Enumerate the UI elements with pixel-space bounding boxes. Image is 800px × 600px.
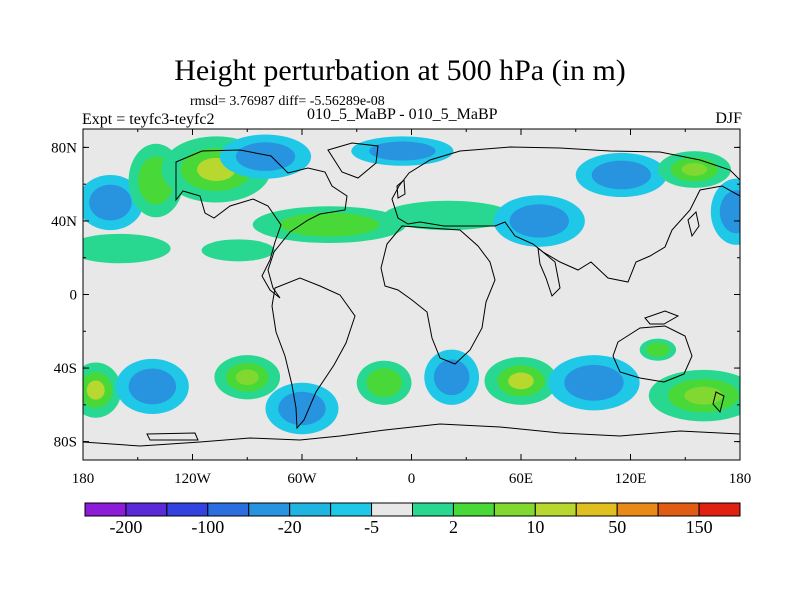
anomaly-central-asia <box>493 195 585 247</box>
anomaly-siberia <box>575 152 667 198</box>
colorbar-label: 150 <box>686 517 713 537</box>
colorbar <box>84 502 741 517</box>
colorbar-box <box>330 502 373 517</box>
coastline-british-isles <box>396 178 406 199</box>
lon-tick-label: 180 <box>72 471 95 487</box>
colorbar-box <box>207 502 250 517</box>
colorbar-box <box>616 502 659 517</box>
colorbar-label: -100 <box>191 517 224 537</box>
season-label: DJF <box>715 110 742 127</box>
coastline-africa <box>380 225 496 365</box>
colorbar-label: -20 <box>278 517 302 537</box>
anomaly-south-east-pacific <box>214 355 281 400</box>
lat-tick-label: 40N <box>51 214 77 230</box>
lat-tick-label: 80S <box>54 435 77 451</box>
colorbar-box <box>698 502 741 517</box>
longitude-axis: 180 120W 60W 0 60E 120E 180 <box>72 471 752 487</box>
coastline-south-america <box>271 277 356 430</box>
anomaly-west-pacific <box>710 178 740 245</box>
colorbar-box <box>534 502 577 517</box>
anomaly-tasman <box>648 369 740 422</box>
anomaly-field <box>83 134 740 435</box>
lon-tick-label: 60W <box>287 471 317 487</box>
anomaly-south-pacific-west <box>83 362 122 418</box>
colorbar-box <box>412 502 454 517</box>
latitude-axis: 80N 40N 0 40S 80S <box>51 140 77 450</box>
colorbar-box <box>248 502 291 517</box>
anomaly-south-africa <box>424 349 480 405</box>
anomaly-europe-trough <box>351 136 454 166</box>
anomaly-north-pacific <box>83 174 144 231</box>
anomaly-eastern-north-america <box>219 134 312 179</box>
coastline-new-guinea <box>644 310 680 325</box>
lat-tick-label: 40S <box>54 361 77 377</box>
anomaly-south-america-south <box>265 382 339 435</box>
anomaly-australia-east <box>639 338 677 361</box>
coastline-antarctic-peninsula <box>146 432 199 441</box>
anomaly-south-atlantic <box>356 360 412 405</box>
coastline-japan <box>687 210 700 238</box>
colorbar-box <box>657 502 700 517</box>
colorbar-label: 10 <box>526 517 544 537</box>
axis-ticks <box>82 129 741 460</box>
lat-tick-label: 80N <box>51 140 77 156</box>
anomaly-east-pacific-band <box>83 233 171 264</box>
anomaly-south-indian-east <box>548 355 640 411</box>
coastline-greenland <box>327 142 379 179</box>
plot-title: Height perturbation at 500 hPa (in m) <box>174 54 626 87</box>
coastline-north-america <box>175 149 348 299</box>
lon-tick-label: 180 <box>729 471 752 487</box>
colorbar-box <box>575 502 618 517</box>
colorbar-label: -200 <box>109 517 142 537</box>
coastline-europe-asia <box>391 146 740 283</box>
colorbar-box <box>493 502 536 517</box>
lat-tick-label: 0 <box>70 288 78 304</box>
colorbar-box <box>452 502 495 517</box>
lon-tick-label: 120W <box>174 471 212 487</box>
anomaly-north-atlantic-ridge <box>252 206 407 244</box>
coastline-antarctica <box>83 423 740 447</box>
lon-tick-label: 60E <box>509 471 533 487</box>
colorbar-labels: -200 -100 -20 -5 2 10 50 150 <box>109 517 712 537</box>
colorbar-box <box>125 502 168 517</box>
colorbar-box <box>166 502 209 517</box>
continent-outlines <box>83 142 740 447</box>
colorbar-label: 50 <box>608 517 626 537</box>
map-area <box>82 128 741 461</box>
lon-tick-label: 120E <box>615 471 647 487</box>
lon-tick-label: 0 <box>408 471 416 487</box>
anomaly-tropical-east-pacific <box>201 239 275 262</box>
coastline-new-zealand <box>712 391 725 414</box>
case-pair-label: 010_5_MaBP - 010_5_MaBP <box>307 106 498 123</box>
colorbar-box <box>84 502 127 517</box>
colorbar-box <box>289 502 332 517</box>
coastline-australia <box>612 325 693 383</box>
anomaly-south-indian <box>484 357 558 405</box>
colorbar-label: -5 <box>364 517 379 537</box>
stats-label: rmsd= 3.76987 diff= -5.56289e-08 <box>190 94 385 109</box>
colorbar-label: 2 <box>449 517 458 537</box>
experiment-label: Expt = teyfc3-teyfc2 <box>82 111 215 128</box>
anomaly-east-siberia <box>657 151 731 188</box>
anomaly-south-pacific <box>115 358 189 415</box>
colorbar-box <box>371 502 413 517</box>
coastline-india <box>537 246 561 297</box>
